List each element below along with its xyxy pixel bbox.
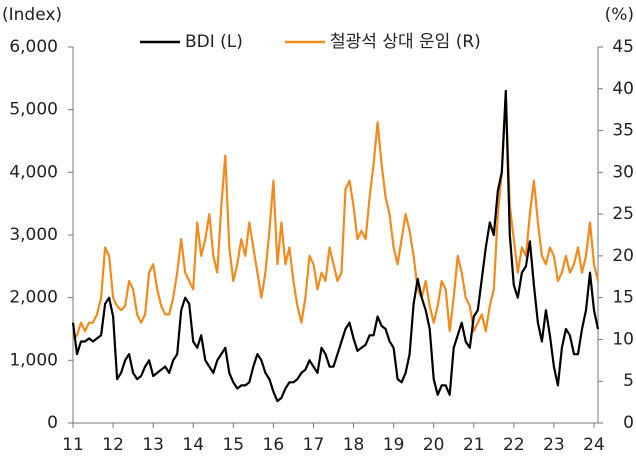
y2-tick-label: 15 <box>612 288 634 308</box>
y-tick-label: 3,000 <box>9 225 58 245</box>
x-tick-label: 24 <box>583 435 605 455</box>
x-tick-label: 21 <box>463 435 485 455</box>
y2-tick-label: 5 <box>623 371 634 391</box>
data-line <box>71 89 600 403</box>
y2-tick-label: 0 <box>623 413 634 433</box>
data-line <box>72 96 600 341</box>
x-tick-label: 12 <box>102 435 124 455</box>
y-tick-label: 1,000 <box>9 350 58 370</box>
x-tick-label: 20 <box>423 435 445 455</box>
y2-tick-label: 45 <box>612 37 634 57</box>
y-tick-label: 2,000 <box>9 288 58 308</box>
y2-tick-label: 10 <box>612 329 634 349</box>
x-tick-label: 15 <box>222 435 244 455</box>
x-tick-label: 23 <box>543 435 565 455</box>
y-axis-label: (Index) <box>2 5 62 25</box>
y2-tick-label: 35 <box>612 121 634 141</box>
legend-label: BDI (L) <box>185 32 243 52</box>
y-tick-label: 6,000 <box>9 37 58 57</box>
legend-label: 철광석 상대 운임 (R) <box>330 32 481 52</box>
x-tick-label: 17 <box>303 435 325 455</box>
y-tick-label: 4,000 <box>9 162 58 182</box>
y-tick-label: 0 <box>47 413 58 433</box>
y-tick-label: 5,000 <box>9 100 58 120</box>
y2-tick-label: 20 <box>612 246 634 266</box>
x-tick-label: 14 <box>182 435 204 455</box>
x-tick-label: 22 <box>503 435 525 455</box>
y2-tick-label: 30 <box>612 162 634 182</box>
y2-tick-label: 25 <box>612 204 634 224</box>
y2-tick-label: 40 <box>612 79 634 99</box>
x-tick-label: 13 <box>142 435 164 455</box>
x-tick-label: 19 <box>383 435 405 455</box>
x-tick-label: 11 <box>62 435 84 455</box>
y2-axis-label: (%) <box>605 5 634 25</box>
x-tick-label: 18 <box>343 435 365 455</box>
x-tick-label: 16 <box>263 435 285 455</box>
